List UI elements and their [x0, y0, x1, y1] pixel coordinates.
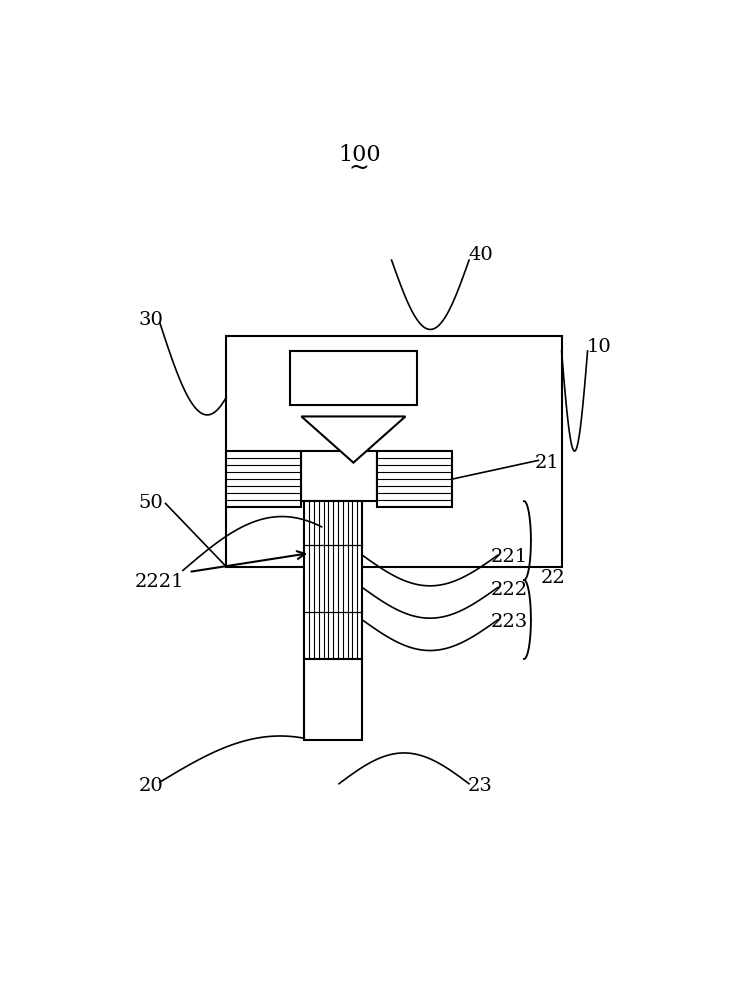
Text: 40: 40: [468, 246, 493, 264]
Text: 22: 22: [541, 569, 565, 587]
Bar: [301, 451, 377, 501]
Bar: [226, 336, 562, 567]
Text: ~: ~: [349, 157, 369, 180]
Text: 100: 100: [338, 144, 380, 166]
Bar: [304, 501, 362, 659]
Polygon shape: [301, 416, 406, 463]
Text: 222: 222: [491, 581, 528, 599]
Text: 2221: 2221: [135, 573, 184, 591]
Text: 23: 23: [468, 777, 493, 795]
Text: 30: 30: [139, 311, 163, 329]
Bar: [304, 659, 362, 740]
Text: 221: 221: [491, 548, 528, 566]
Text: 10: 10: [587, 338, 612, 356]
Bar: [226, 451, 301, 507]
Bar: [290, 351, 417, 405]
Text: 50: 50: [139, 494, 163, 512]
Text: 21: 21: [535, 454, 560, 472]
Text: 223: 223: [491, 613, 528, 631]
Bar: [377, 451, 451, 507]
Text: 20: 20: [139, 777, 163, 795]
